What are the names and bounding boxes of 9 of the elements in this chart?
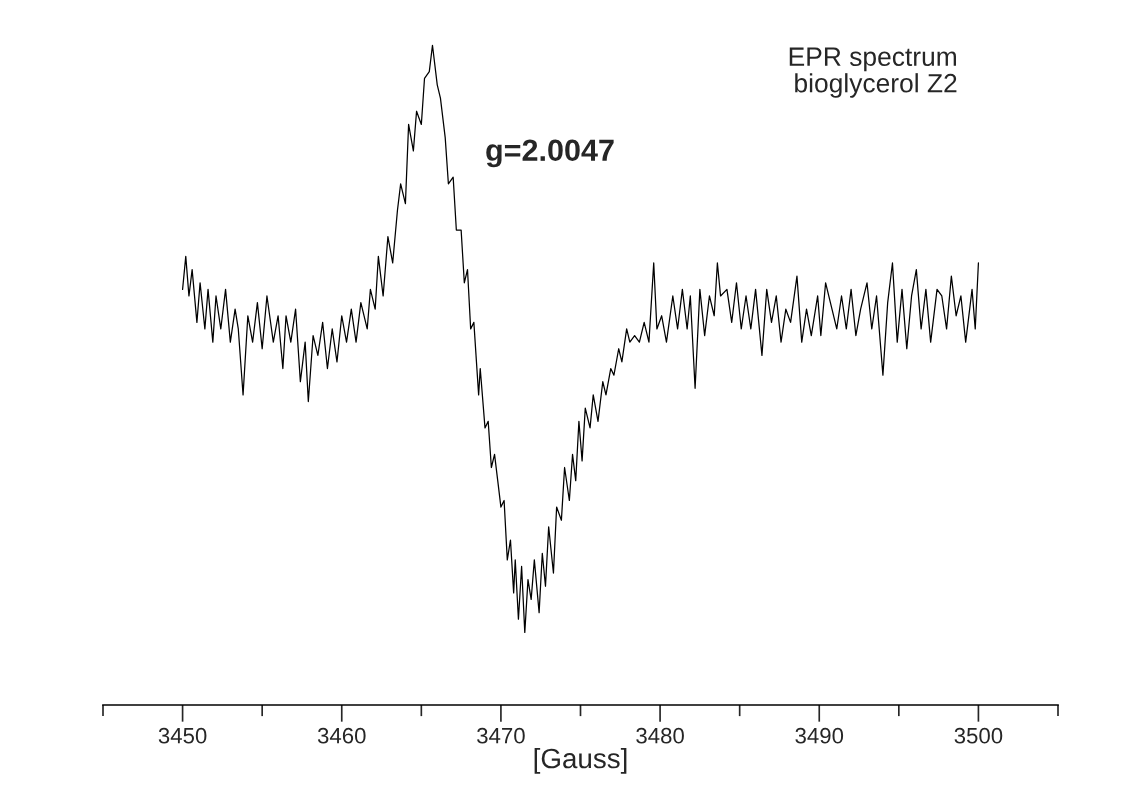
x-axis-title: [Gauss] (534, 747, 627, 774)
text: EPR spectrum bioglycerol Z2 (789, 47, 957, 98)
annotation: g=2.0047 (486, 139, 614, 168)
x-tick-label: 3480 (636, 727, 684, 744)
x-tick-label: 3470 (477, 727, 525, 744)
x-tick-label: 3460 (317, 727, 366, 744)
x-tick-label: 3490 (795, 727, 844, 744)
x-tick-label: 3500 (954, 727, 1003, 744)
x-tick-label: 3450 (158, 727, 207, 744)
